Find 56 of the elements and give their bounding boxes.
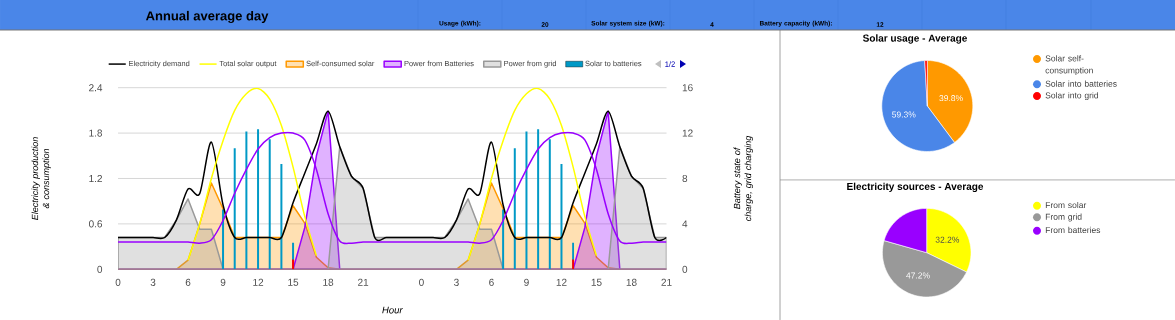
data-label: 47.2%	[906, 272, 930, 279]
y2-axis-title: Battery state of charge, grid charging	[733, 135, 753, 221]
x-tick-label: 21	[358, 278, 369, 286]
x-tick-label: 6	[489, 278, 494, 286]
data-label: 39.8%	[939, 95, 963, 102]
y-axis-title: Electricity production & consumption	[31, 137, 51, 220]
x-tick-label: 18	[626, 278, 637, 286]
bar	[502, 209, 505, 270]
x-tick-label: 15	[288, 278, 299, 286]
legend-label: From solar	[1045, 201, 1087, 209]
x-tick-label: 0	[115, 278, 121, 286]
data-label: 32.2%	[935, 236, 960, 243]
y2-tick-label: 16	[682, 84, 693, 92]
bar	[257, 129, 260, 270]
bar	[245, 131, 248, 270]
bar	[525, 131, 528, 270]
x-tick-label: 12	[556, 278, 567, 286]
x-tick-label: 15	[591, 278, 602, 286]
y2-tick-label: 4	[682, 220, 688, 228]
legend-label: Solar into grid	[1045, 92, 1099, 101]
x-tick-label: 9	[220, 278, 226, 286]
x-axis-title: Hour	[382, 306, 403, 314]
bar	[572, 259, 575, 270]
bar	[292, 259, 295, 270]
x-tick-label: 18	[323, 278, 334, 286]
x-tick-label: 9	[524, 278, 529, 286]
y-tick-label: 0.6	[88, 220, 103, 228]
y-tick-label: 2.4	[89, 84, 103, 92]
x-tick-label: 12	[253, 278, 264, 286]
y-tick-label: 0	[97, 265, 103, 273]
bar	[222, 209, 225, 270]
data-label: 59.3%	[892, 111, 916, 118]
y2-tick-label: 0	[682, 265, 688, 273]
legend-label: From batteries	[1045, 226, 1101, 234]
bar	[548, 139, 551, 270]
legend-label: From grid	[1045, 213, 1082, 222]
bar	[280, 164, 283, 270]
x-tick-label: 0	[419, 278, 424, 286]
y2-tick-label: 8	[682, 174, 688, 183]
bar	[268, 139, 271, 270]
bar	[537, 129, 540, 270]
y2-tick-label: 12	[682, 129, 693, 137]
bar	[233, 148, 236, 270]
x-tick-label: 3	[454, 278, 459, 286]
x-tick-label: 6	[185, 278, 191, 286]
legend-label: Solar self-consumption	[1045, 55, 1093, 76]
x-tick-label: 3	[150, 278, 156, 286]
legend-label: Solar into batteries	[1045, 80, 1117, 87]
y-tick-label: 1.8	[89, 129, 103, 137]
y-tick-label: 1.2	[89, 175, 102, 182]
chart-title: Solar usage - Average	[862, 34, 967, 44]
chart-title: Electricity sources - Average	[847, 182, 984, 193]
bar	[513, 148, 516, 270]
text: Annual average day	[145, 10, 269, 24]
x-tick-label: 21	[661, 278, 672, 286]
bar	[560, 164, 563, 270]
